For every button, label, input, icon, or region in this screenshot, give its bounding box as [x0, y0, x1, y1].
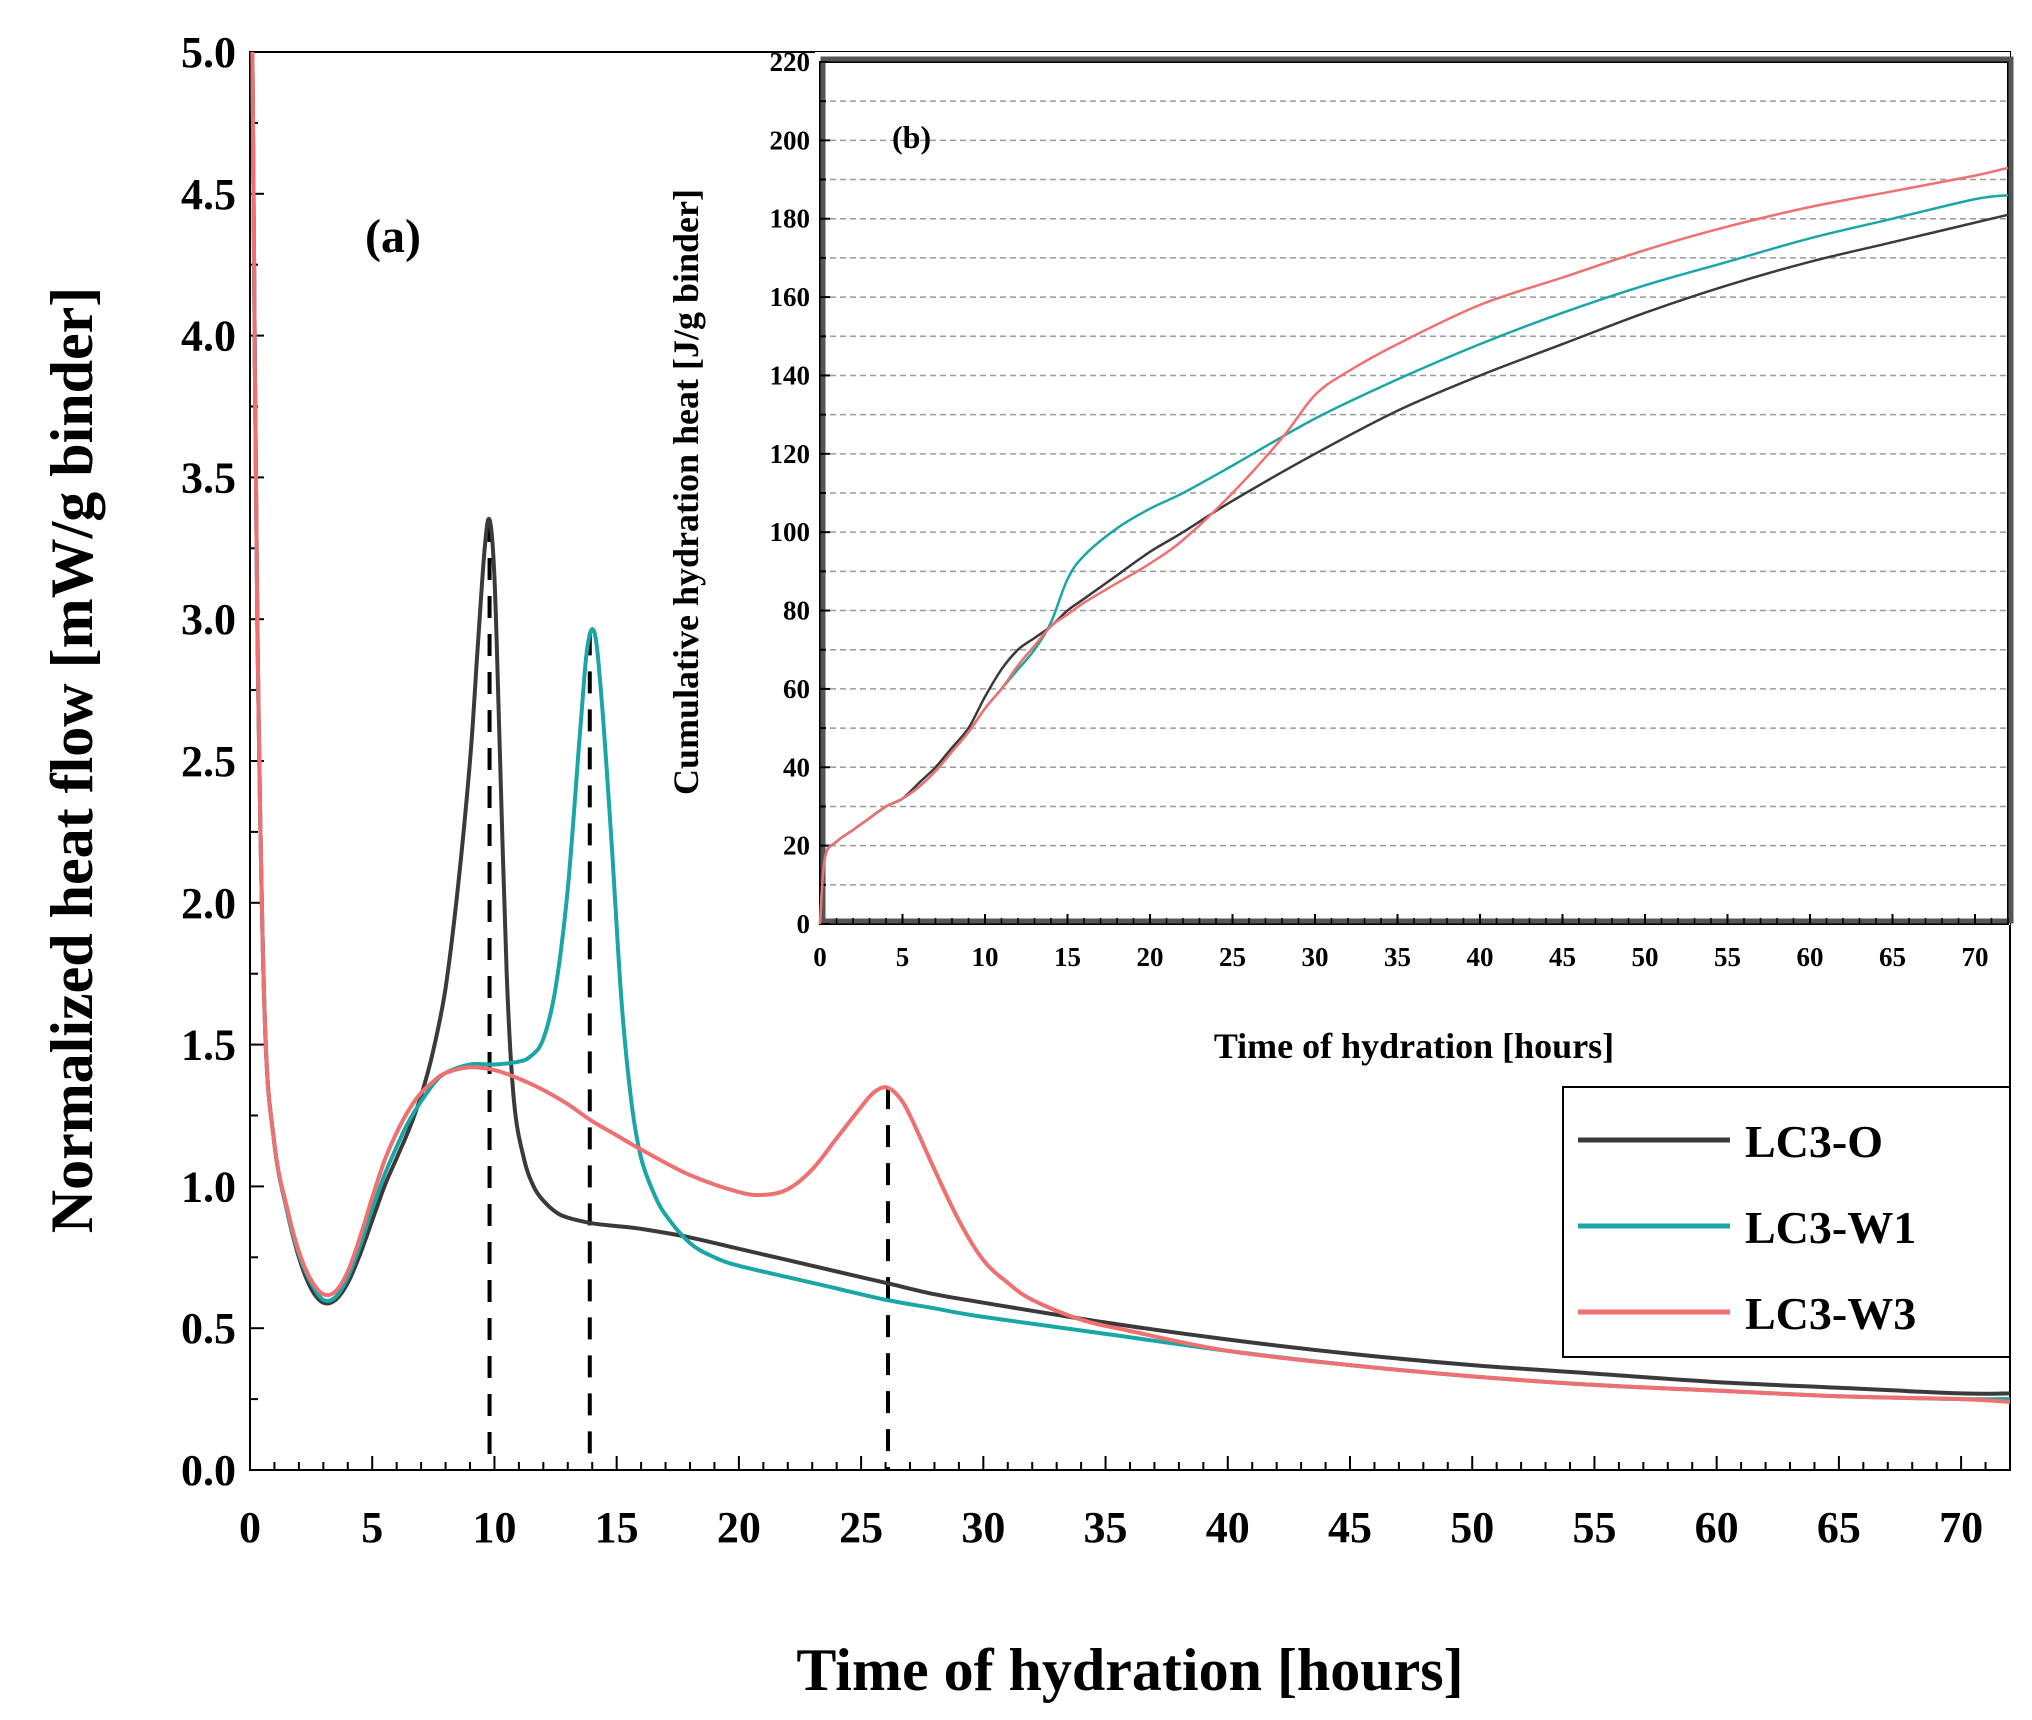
main-series-group — [250, 52, 2010, 1404]
main-panel-label: (a) — [365, 210, 421, 263]
inset-y-tick-label: 140 — [770, 360, 811, 390]
inset-x-tick-label: 5 — [896, 942, 910, 972]
main-y-tick-label: 5.0 — [181, 28, 236, 77]
main-x-tick-label: 25 — [839, 1503, 883, 1552]
inset-x-tick-label: 70 — [1962, 942, 1989, 972]
main-y-tick-label: 3.0 — [181, 595, 236, 644]
main-x-tick-label: 65 — [1817, 1503, 1861, 1552]
main-x-tick-label: 40 — [1206, 1503, 1250, 1552]
inset-y-tick-label: 120 — [770, 439, 811, 469]
inset-x-tick-label: 10 — [972, 942, 999, 972]
inset-y-tick-label: 40 — [783, 752, 810, 782]
inset-x-tick-label: 30 — [1302, 942, 1329, 972]
main-x-tick-label: 20 — [717, 1503, 761, 1552]
main-x-tick-label: 10 — [472, 1503, 516, 1552]
inset-x-tick-label: 45 — [1549, 942, 1576, 972]
inset-x-tick-label: 60 — [1797, 942, 1824, 972]
inset-y-tick-label: 60 — [783, 674, 810, 704]
main-x-tick-label: 70 — [1939, 1503, 1983, 1552]
main-series-line-lc3-o — [250, 52, 2010, 1396]
legend-label-lc3-w1: LC3-W1 — [1745, 1202, 1916, 1253]
inset-series-line-lc3-w3 — [818, 166, 2009, 925]
legend: LC3-O LC3-W1 LC3-W3 — [1562, 1086, 2011, 1358]
main-series-line-lc3-w3 — [250, 52, 2010, 1404]
inset-x-tick-label: 20 — [1137, 942, 1164, 972]
inset-x-tick-label: 40 — [1467, 942, 1494, 972]
inset-x-tick-label: 15 — [1054, 942, 1081, 972]
inset-y-tick-label: 200 — [770, 125, 811, 155]
main-y-tick-label: 1.0 — [181, 1162, 236, 1211]
main-x-axis-title: Time of hydration [hours] — [796, 1637, 1463, 1703]
inset-chart: 0 20 40 60 80 100 120 140 160 180 200 220 0 5 10 15 20 2… — [666, 47, 2014, 1066]
main-series-line-lc3-w1 — [250, 52, 2010, 1402]
main-peak-markers — [487, 519, 890, 1470]
main-x-tick-label: 35 — [1084, 1503, 1128, 1552]
inset-x-tick-label: 35 — [1384, 942, 1411, 972]
main-x-tick-label: 45 — [1328, 1503, 1372, 1552]
main-x-tick-label: 60 — [1695, 1503, 1739, 1552]
inset-x-tick-label: 0 — [813, 942, 827, 972]
inset-y-axis: 0 20 40 60 80 100 120 140 160 180 200 220 — [770, 47, 830, 939]
inset-series-group — [818, 166, 2009, 925]
main-x-tick-label: 30 — [961, 1503, 1005, 1552]
main-x-tick-label: 55 — [1572, 1503, 1616, 1552]
inset-panel-label: (b) — [892, 119, 931, 155]
main-x-axis: 0 5 10 15 20 25 30 35 40 45 50 55 60 65 70 — [239, 1456, 2011, 1552]
inset-x-axis: 0 5 10 15 20 25 30 35 40 45 50 55 60 65 70 — [813, 914, 2009, 972]
main-x-tick-label: 0 — [239, 1503, 261, 1552]
inset-y-tick-label: 220 — [770, 47, 811, 77]
inset-frame-shadow — [820, 56, 2014, 924]
main-y-tick-label: 4.0 — [181, 312, 236, 361]
inset-y-tick-label: 160 — [770, 282, 811, 312]
legend-label-lc3-w3: LC3-W3 — [1745, 1288, 1916, 1339]
legend-label-lc3-o: LC3-O — [1745, 1116, 1883, 1167]
inset-y-axis-title: Cumulative hydration heat [J/g binder] — [666, 189, 706, 795]
inset-x-tick-label: 65 — [1879, 942, 1906, 972]
main-y-axis: 0.0 0.5 1.0 1.5 2.0 2.5 3.0 3.5 4.0 4.5 5.0 — [181, 28, 264, 1495]
main-y-tick-label: 4.5 — [181, 170, 236, 219]
inset-y-tick-label: 80 — [783, 596, 810, 626]
inset-grid — [820, 100, 2008, 886]
inset-x-tick-label: 55 — [1714, 942, 1741, 972]
main-x-tick-label: 15 — [595, 1503, 639, 1552]
inset-x-tick-label: 50 — [1632, 942, 1659, 972]
main-x-tick-label: 5 — [361, 1503, 383, 1552]
inset-x-axis-title: Time of hydration [hours] — [1214, 1026, 1614, 1066]
main-y-tick-label: 2.5 — [181, 737, 236, 786]
inset-y-tick-label: 20 — [783, 831, 810, 861]
main-x-tick-label: 50 — [1450, 1503, 1494, 1552]
main-y-tick-label: 3.5 — [181, 453, 236, 502]
main-y-tick-label: 1.5 — [181, 1021, 236, 1070]
inset-x-tick-label: 25 — [1219, 942, 1246, 972]
main-y-tick-label: 0.0 — [181, 1446, 236, 1495]
main-y-tick-label: 0.5 — [181, 1304, 236, 1353]
inset-y-tick-label: 0 — [797, 909, 811, 939]
main-y-axis-title: Normalized heat flow [mW/g binder] — [39, 287, 105, 1234]
inset-y-tick-label: 100 — [770, 517, 811, 547]
main-y-tick-label: 2.0 — [181, 879, 236, 928]
inset-y-tick-label: 180 — [770, 204, 811, 234]
inset-background — [815, 52, 2010, 925]
